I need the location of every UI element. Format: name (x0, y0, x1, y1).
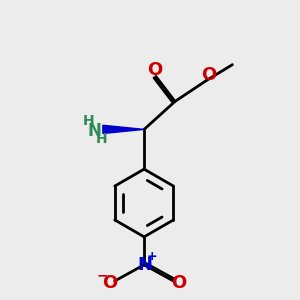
Text: −: − (97, 269, 108, 283)
Text: O: O (147, 61, 162, 79)
Text: O: O (102, 274, 117, 292)
Text: H: H (96, 132, 107, 146)
Text: H: H (83, 114, 94, 128)
Text: O: O (171, 274, 187, 292)
Text: +: + (147, 250, 158, 263)
Text: N: N (137, 256, 152, 274)
Text: N: N (87, 122, 101, 140)
Polygon shape (103, 125, 144, 134)
Text: O: O (201, 66, 216, 84)
